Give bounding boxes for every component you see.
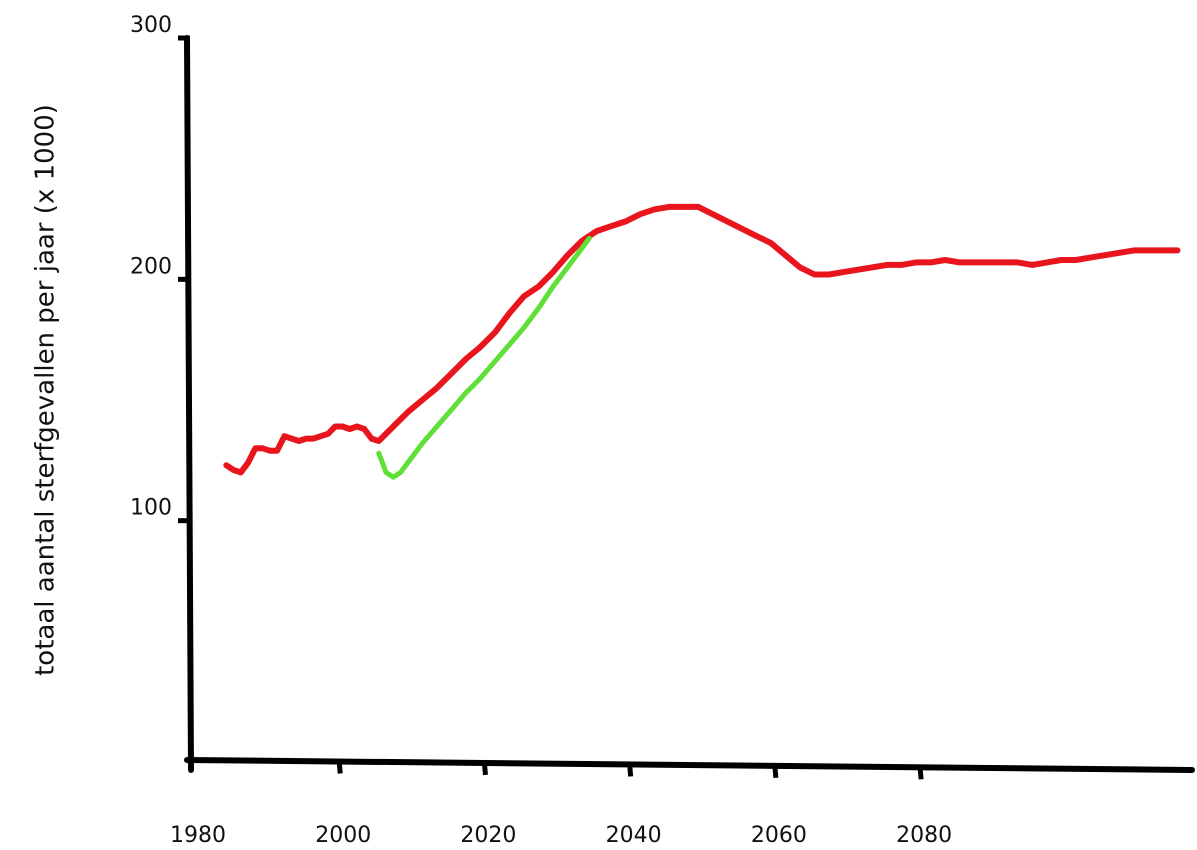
x-tick-label: 2000 xyxy=(315,823,371,848)
series-group xyxy=(223,203,1181,480)
x-tick-mark xyxy=(917,767,924,780)
y-tick-label: 200 xyxy=(130,254,172,279)
x-tick-label: 1980 xyxy=(170,823,226,848)
y-tick-label: 300 xyxy=(130,13,172,38)
x-tick-mark xyxy=(772,765,779,779)
x-ticks: 1980 2000 2020 2040 2060 2080 xyxy=(170,761,952,848)
y-axis-line xyxy=(184,35,194,773)
x-tick-mark xyxy=(336,761,343,774)
x-tick-mark xyxy=(627,764,634,777)
y-tick-label: 100 xyxy=(130,496,172,521)
series-line-red xyxy=(223,203,1181,476)
x-tick-mark xyxy=(481,762,488,776)
x-axis-line xyxy=(184,757,1195,773)
axes xyxy=(184,35,1195,773)
x-tick-label: 2020 xyxy=(460,823,516,848)
x-tick-label: 2080 xyxy=(896,823,952,848)
series-line-green xyxy=(376,235,592,480)
y-axis-title: totaal aantal sterfgevallen per jaar (x … xyxy=(31,104,61,676)
x-tick-label: 2040 xyxy=(606,823,662,848)
y-ticks: 100 200 300 xyxy=(130,13,190,524)
x-tick-label: 2060 xyxy=(751,823,807,848)
